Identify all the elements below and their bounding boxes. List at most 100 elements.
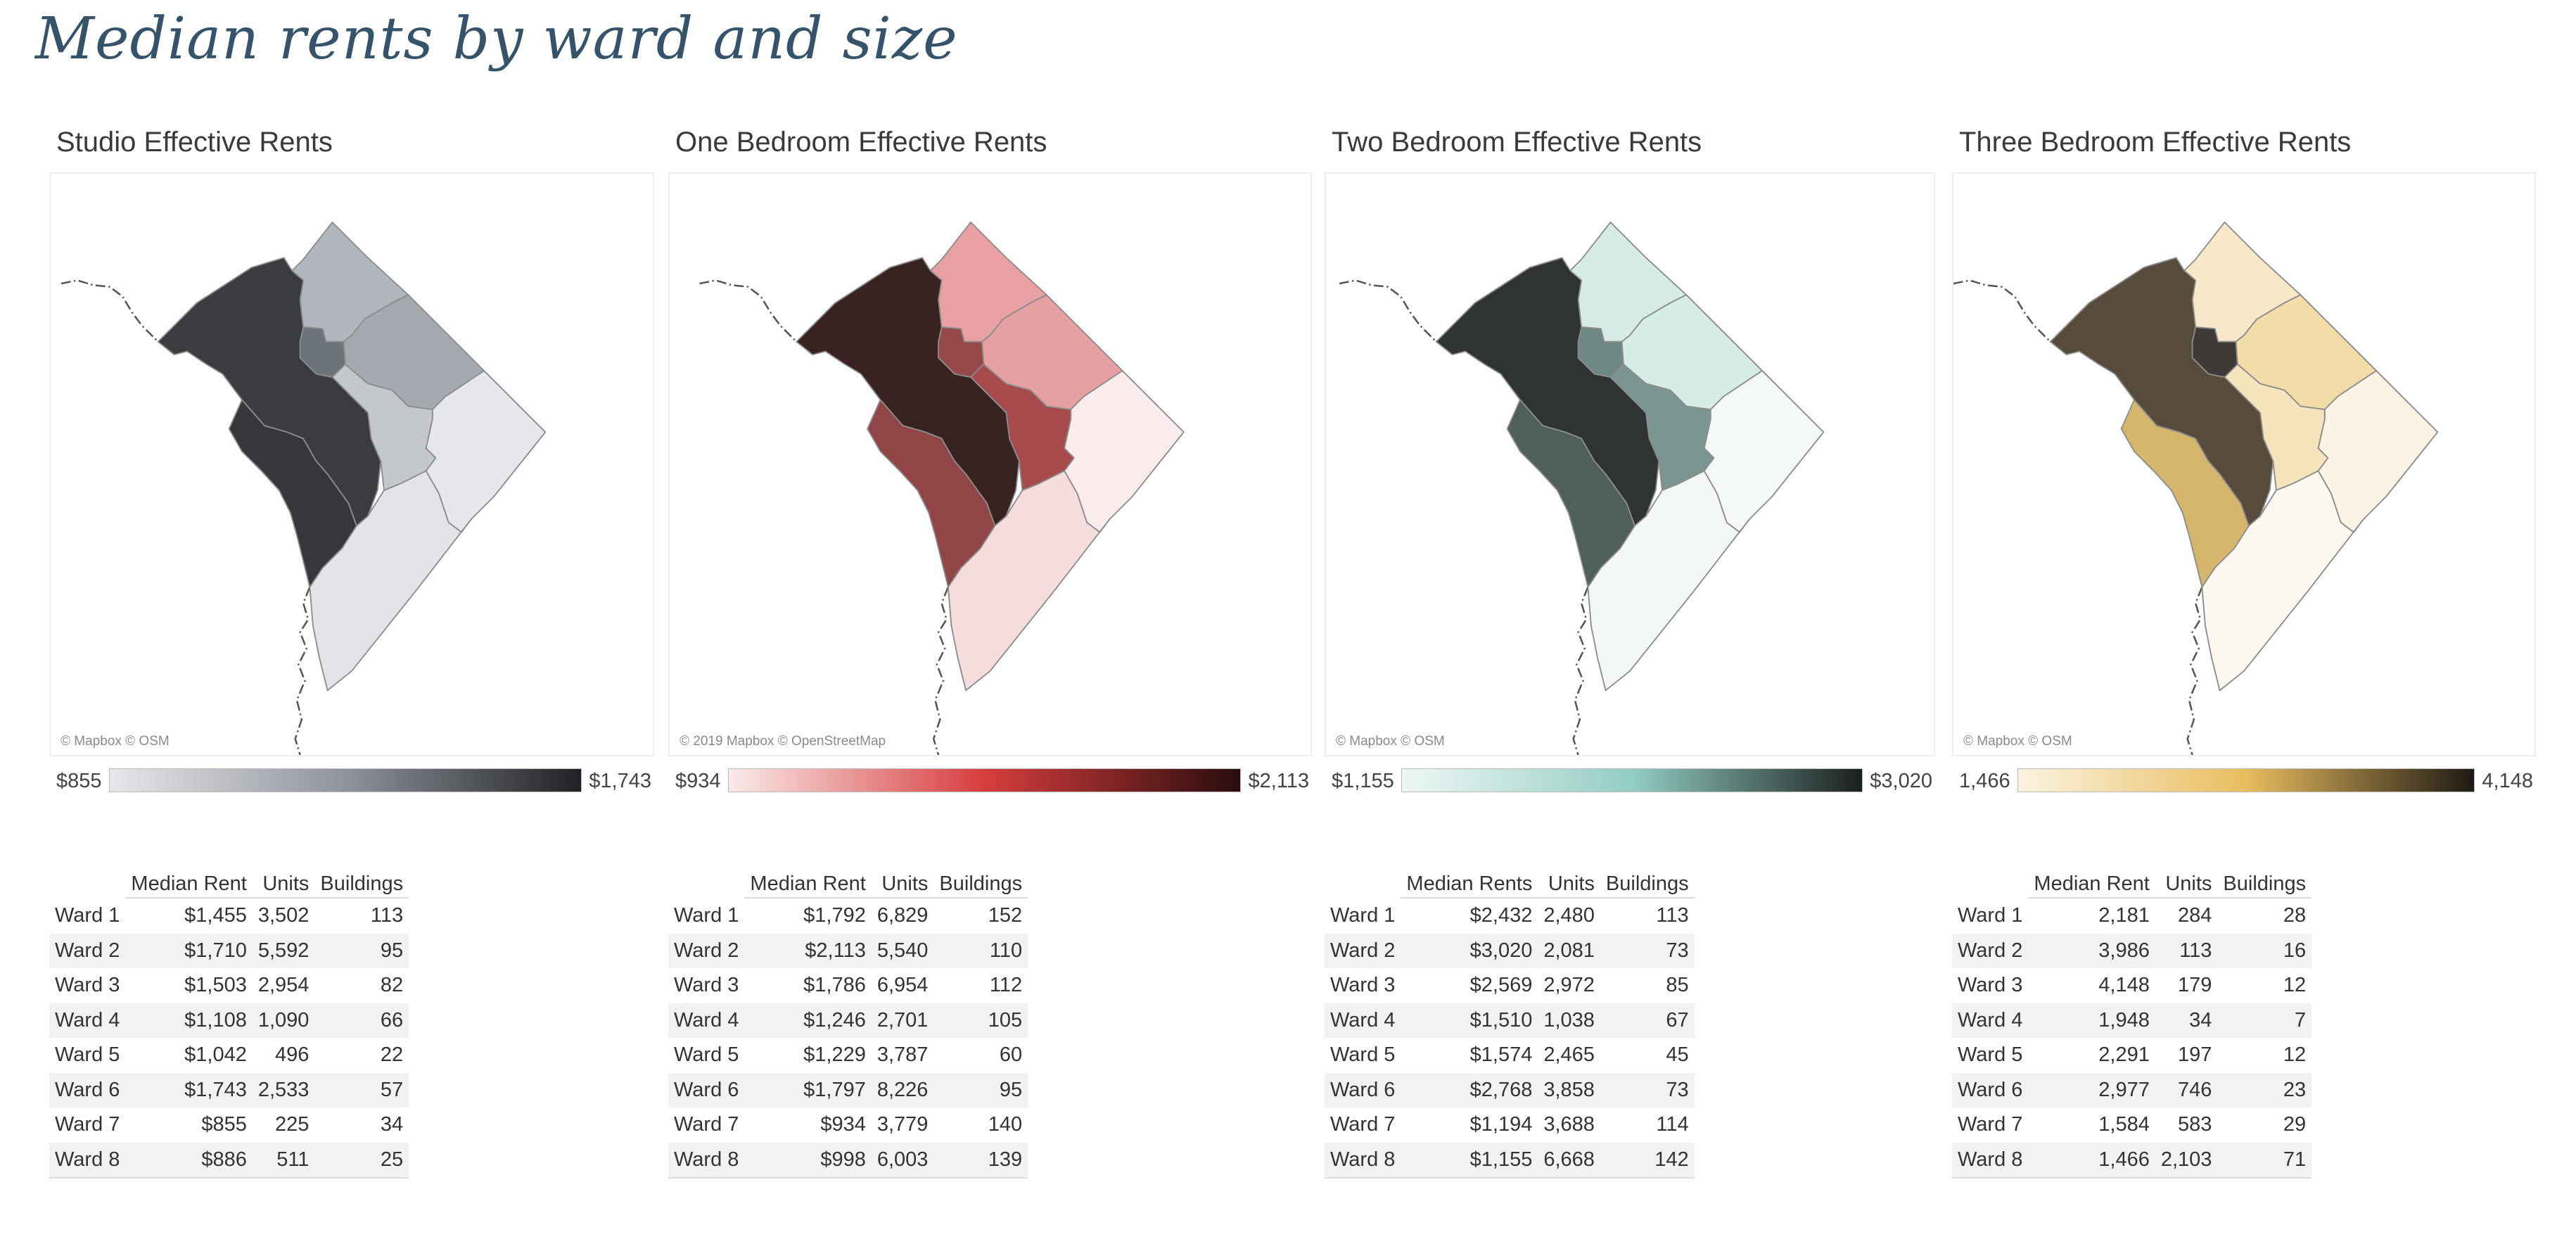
column-header-units[interactable]: Units [1538, 869, 1600, 899]
column-header-buildings[interactable]: Buildings [314, 869, 409, 899]
table-row[interactable]: Ward 8 $998 6,003 139 [668, 1142, 1028, 1179]
column-header-units[interactable]: Units [252, 869, 315, 899]
choropleth-map[interactable]: © Mapbox © OSM [1325, 172, 1935, 756]
ward-name-cell: Ward 6 [1325, 1072, 1401, 1107]
ward-name-cell: Ward 7 [674, 1113, 739, 1136]
table-row[interactable]: Ward 6 $1,797 8,226 95 [668, 1072, 1028, 1107]
value-cell-median-rent: $1,108 [125, 1003, 253, 1038]
table-row[interactable]: Ward 5 $1,042 496 22 [49, 1038, 409, 1073]
legend-min-label: $855 [56, 770, 102, 792]
column-header-median-rent[interactable]: Median Rent [2028, 869, 2155, 899]
table-row[interactable]: Ward 1 $1,455 3,502 113 [49, 898, 409, 934]
ward-name-cell: Ward 5 [1958, 1043, 2023, 1067]
table-row[interactable]: Ward 1 2,181 284 28 [1952, 898, 2312, 934]
choropleth-map[interactable]: © Mapbox © OSM [49, 172, 654, 756]
column-header-buildings[interactable]: Buildings [933, 869, 1028, 899]
value-cell-median-rent: $934 [820, 1113, 866, 1136]
column-header-median-rent[interactable]: Median Rent [744, 869, 872, 899]
panel-three-bedroom: Three Bedroom Effective Rents © Mapbox © … [1952, 120, 2536, 1189]
ward-name-cell: Ward 8 [49, 1142, 126, 1179]
table-header-blank [1952, 869, 2028, 898]
value-cell-buildings: 139 [933, 1142, 1028, 1179]
table-row[interactable]: Ward 6 2,977 746 23 [1952, 1072, 2312, 1107]
table-row[interactable]: Ward 3 $2,569 2,972 85 [1325, 968, 1695, 1003]
value-cell-buildings: 73 [1600, 1072, 1695, 1107]
table-row[interactable]: Ward 1 $1,792 6,829 152 [668, 898, 1028, 934]
table-row[interactable]: Ward 2 $1,710 5,592 95 [49, 933, 409, 968]
value-cell-units: 113 [2155, 933, 2218, 968]
table-row[interactable]: Ward 7 $934 3,779 140 [668, 1107, 1028, 1143]
legend-gradient-bar [2017, 768, 2475, 792]
table-row[interactable]: Ward 6 $1,743 2,533 57 [49, 1072, 409, 1107]
value-cell-units: 2,081 [1538, 933, 1600, 968]
table-row[interactable]: Ward 5 $1,574 2,465 45 [1325, 1038, 1695, 1073]
ward-name-cell: Ward 7 [1958, 1113, 2023, 1136]
value-cell-units: 5,592 [252, 933, 315, 968]
value-cell-buildings: 7 [2217, 1003, 2312, 1038]
ward-region-ward-2[interactable] [796, 257, 1020, 527]
ward-name-cell: Ward 2 [1952, 933, 2029, 968]
table-row[interactable]: Ward 4 $1,108 1,090 66 [49, 1003, 409, 1038]
value-cell-units: 3,787 [876, 1043, 929, 1067]
value-cell-units: 746 [2155, 1072, 2218, 1107]
table-row[interactable]: Ward 4 $1,510 1,038 67 [1325, 1003, 1695, 1038]
table-row[interactable]: Ward 3 $1,503 2,954 82 [49, 968, 409, 1003]
ward-region-ward-2[interactable] [157, 257, 382, 527]
table-row[interactable]: Ward 8 $1,155 6,668 142 [1325, 1142, 1695, 1179]
value-cell-buildings: 67 [1600, 1003, 1695, 1038]
value-cell-units: 1,038 [1538, 1003, 1600, 1038]
table-row[interactable]: Ward 3 4,148 179 12 [1952, 968, 2312, 1003]
table-row[interactable]: Ward 8 $886 511 25 [49, 1142, 409, 1179]
column-header-buildings[interactable]: Buildings [2217, 869, 2312, 899]
legend-max-label: $3,020 [1870, 770, 1932, 792]
column-header-units[interactable]: Units [2155, 869, 2218, 899]
table-row[interactable]: Ward 4 $1,246 2,701 105 [668, 1003, 1028, 1038]
value-cell-units: 225 [275, 1113, 310, 1136]
panel-two-bedroom: Two Bedroom Effective Rents © Mapbox © OS… [1325, 120, 1935, 1189]
value-cell-buildings: 82 [380, 974, 404, 997]
panel-title: One Bedroom Effective Rents [675, 127, 1047, 158]
table-row[interactable]: Ward 5 $1,229 3,787 60 [668, 1038, 1028, 1073]
value-cell-median-rent: $1,710 [125, 933, 253, 968]
value-cell-median-rent: 3,986 [2028, 933, 2155, 968]
table-row[interactable]: Ward 7 1,584 583 29 [1952, 1107, 2312, 1143]
table-row[interactable]: Ward 7 $1,194 3,688 114 [1325, 1107, 1695, 1143]
choropleth-map[interactable]: © 2019 Mapbox © OpenStreetMap [668, 172, 1312, 756]
ward-region-ward-2[interactable] [2049, 257, 2274, 527]
table-row[interactable]: Ward 6 $2,768 3,858 73 [1325, 1072, 1695, 1107]
map-attribution: © Mapbox © OSM [60, 734, 170, 749]
table-row[interactable]: Ward 2 3,986 113 16 [1952, 933, 2312, 968]
table-row[interactable]: Ward 4 1,948 34 7 [1952, 1003, 2312, 1038]
value-cell-median-rent: 1,948 [2028, 1003, 2155, 1038]
ward-name-cell: Ward 1 [1958, 903, 2023, 927]
table-row[interactable]: Ward 5 2,291 197 12 [1952, 1038, 2312, 1073]
river-boundary [60, 279, 311, 755]
table-header-row: Median Rent Units Buildings [49, 869, 409, 899]
column-header-units[interactable]: Units [871, 869, 934, 899]
table-row[interactable]: Ward 7 $855 225 34 [49, 1107, 409, 1143]
value-cell-units: 6,829 [876, 904, 929, 927]
column-header-median-rents[interactable]: Median Rents [1401, 869, 1538, 899]
value-cell-median-rent: $1,503 [184, 974, 247, 997]
value-cell-units: 5,540 [871, 933, 934, 968]
value-cell-buildings: 71 [2217, 1142, 2312, 1179]
column-header-median-rent[interactable]: Median Rent [125, 869, 253, 899]
value-cell-median-rents: $2,569 [1469, 974, 1533, 997]
value-cell-median-rent: $855 [201, 1113, 247, 1136]
value-cell-buildings: 114 [1656, 1113, 1689, 1136]
table-row[interactable]: Ward 3 $1,786 6,954 112 [668, 968, 1028, 1003]
table-row[interactable]: Ward 2 $2,113 5,540 110 [668, 933, 1028, 968]
column-header-buildings[interactable]: Buildings [1600, 869, 1695, 899]
table-row[interactable]: Ward 2 $3,020 2,081 73 [1325, 933, 1695, 968]
table-row[interactable]: Ward 8 1,466 2,103 71 [1952, 1142, 2312, 1179]
value-cell-buildings: 95 [314, 933, 409, 968]
value-cell-buildings: 110 [933, 933, 1028, 968]
legend-max-label: $1,743 [589, 770, 651, 792]
ward-region-ward-2[interactable] [1435, 257, 1660, 527]
value-cell-buildings: 29 [2283, 1113, 2307, 1136]
choropleth-map[interactable]: © Mapbox © OSM [1952, 172, 2536, 756]
ward-name-cell: Ward 4 [668, 1003, 745, 1038]
value-cell-buildings: 113 [1656, 904, 1689, 927]
table-row[interactable]: Ward 1 $2,432 2,480 113 [1325, 898, 1695, 934]
value-cell-buildings: 105 [933, 1003, 1028, 1038]
